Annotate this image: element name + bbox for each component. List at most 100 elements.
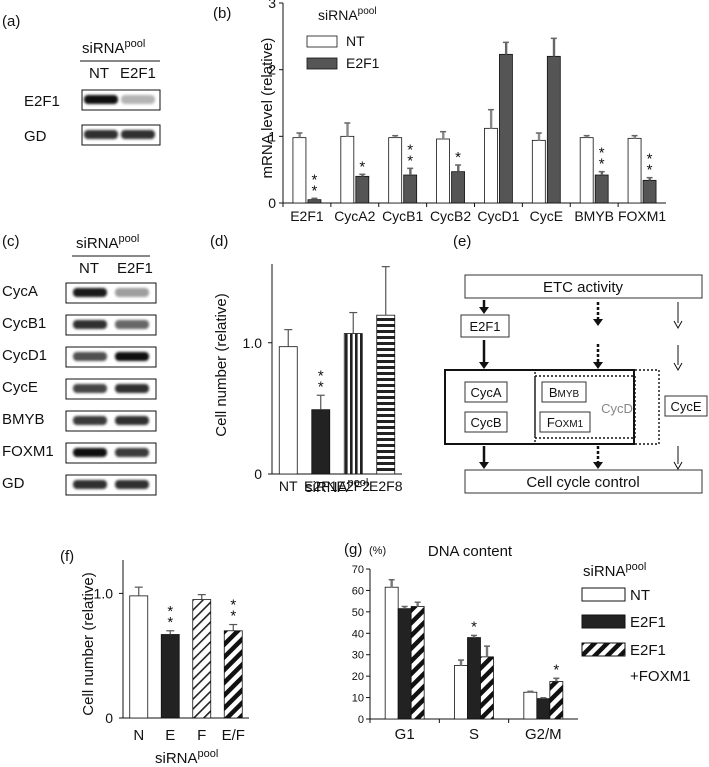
panel-g-chart: 0 10 20 30 40 50 60 70 G1 S * G2/M *	[352, 564, 578, 743]
panel-d-ytick-label-0: 0	[254, 466, 262, 482]
panel-b-errbar-0-6	[585, 135, 589, 138]
panel-c-band-0-0	[73, 288, 107, 297]
panel-b-xtick-label-6: BMYB	[574, 208, 614, 224]
panel-g-legend-label-e2f1: E2F1	[630, 614, 666, 631]
panel-c-band-5-1	[115, 448, 149, 457]
panel-b-errbar-1-6	[600, 171, 604, 175]
panel-d-xlabel: siRNApool	[305, 477, 368, 496]
panel-f-ytick-label-1: 1.0	[94, 585, 114, 601]
panel-d-bar-3	[376, 314, 396, 475]
panel-b-bar-0-3	[436, 138, 450, 204]
panel-g-errbar-2-0	[416, 602, 419, 607]
panel-g-bar-1-0	[397, 608, 412, 720]
panel-b-sig-1-0: *	[359, 158, 365, 175]
bmyb-box	[541, 381, 587, 403]
panel-f-xtick-label-2: F	[197, 727, 206, 744]
panel-g-errbar-0-0	[390, 579, 393, 588]
panel-b-errbar-0-7	[633, 135, 636, 139]
cyca-box	[464, 381, 508, 403]
panel-b-sig-3-0: *	[455, 149, 461, 166]
arrow-targets-to-control-head	[479, 462, 489, 469]
panel-b-errbar-0-1	[346, 123, 349, 137]
panel-g-bar-0-0	[384, 586, 399, 720]
panel-b-legend-swatch-nt	[306, 35, 338, 48]
panel-e: (e) ETC activity E2F1 CycA CycB BMYB FOX…	[444, 233, 708, 494]
panel-b-errbar-0-0	[298, 133, 301, 138]
panel-b-errbar-1-1	[361, 174, 364, 177]
bmyb-text: BMYB	[549, 385, 580, 400]
panel-f-ytick-label-0: 0	[105, 710, 113, 726]
cycb-box	[464, 411, 508, 433]
panel-c-band-4-0	[73, 416, 107, 425]
panel-a-band-0-0	[84, 95, 118, 104]
panel-c-label: (c)	[2, 233, 20, 250]
panel-g-errbar-2-2	[555, 678, 558, 682]
panel-g-legend-label-e2f1-foxm1-line2: +FOXM1	[630, 668, 690, 685]
panel-g-bar-2-1	[480, 656, 494, 720]
arrow-cycd-to-control-head	[593, 462, 603, 469]
cell-cycle-control-box	[464, 469, 703, 494]
foxm1-box	[539, 411, 591, 433]
panel-b-ytick-label-2: 2	[268, 62, 276, 78]
panel-b-bar-0-6	[579, 137, 594, 204]
panel-g-bar-2-0	[410, 606, 425, 720]
panel-c-blot: CycA CycB1 CycD1 CycE BMYB FOXM1 GD	[2, 282, 157, 496]
panel-b-sig-7-0: *	[647, 151, 653, 168]
panel-g-ytick-label-6: 60	[352, 585, 364, 597]
arrow-etc-to-cycd-head	[593, 319, 603, 326]
panel-b-bar-1-7	[642, 179, 657, 204]
panel-c-header: siRNApool	[76, 233, 139, 252]
panel-g-legend-title: siRNApool	[583, 561, 646, 580]
panel-a-header: siRNApool	[82, 38, 145, 57]
panel-a-band-1-0	[84, 130, 118, 139]
panel-b-bar-1-6	[594, 174, 609, 204]
panel-b-errbar-1-5	[552, 38, 556, 57]
panel-b-xtick-label-5: CycE	[530, 208, 563, 224]
panel-b-errbar-0-5	[537, 133, 541, 141]
panel-g-legend-label-e2f1-foxm1: E2F1	[630, 642, 666, 659]
panel-b-errbar-0-2	[394, 135, 397, 138]
panel-b-xtick-label-0: E2F1	[290, 208, 324, 224]
panel-g-errbar-0-1	[459, 660, 463, 666]
panel-c-band-0-1	[115, 288, 149, 297]
panel-g-xtick-label-0: G1	[395, 726, 415, 743]
panel-b-bar-1-5	[546, 55, 561, 204]
panel-c-row-label-4: BMYB	[2, 411, 45, 428]
panel-g-ytick-label-7: 70	[352, 564, 364, 576]
panel-c-row-label-3: CycE	[2, 379, 38, 396]
panel-b-bar-1-1	[355, 175, 370, 204]
panel-c-row-label-2: CycD1	[2, 347, 47, 364]
panel-b-ytick-label-1: 1	[268, 128, 276, 144]
panel-d-xtick-label-1: E2F1	[304, 478, 338, 494]
panel-e-arrows	[479, 300, 683, 471]
panel-b-errbar-1-4	[504, 42, 508, 55]
panel-g-errbar-2-1	[485, 646, 489, 657]
panel-f-sig-1-1: *	[167, 614, 173, 631]
panel-g-bar-0-1	[454, 665, 468, 720]
panel-b-bar-0-1	[340, 135, 355, 204]
arrow-cyce-to-control-head	[673, 461, 683, 471]
panel-f-xtick-label-1: E	[165, 727, 175, 744]
panel-b-sig-6-1: *	[599, 156, 605, 173]
panel-b-xtick-label-7: FOXM1	[618, 208, 666, 224]
panel-c-lane-e2f1: E2F1	[117, 260, 153, 277]
panel-c-row-label-5: FOXM1	[2, 443, 54, 460]
panel-g-label: (g)	[344, 541, 362, 558]
panel-c-row-label-6: GD	[2, 475, 25, 492]
panel-a-lane-e2f1: E2F1	[120, 65, 156, 82]
panel-f-ylabel: Cell number (relative)	[80, 572, 97, 715]
panel-b-xtick-label-4: CycD1	[477, 208, 519, 224]
panel-b-ytick-label-0: 0	[268, 195, 276, 211]
panel-a-blot	[81, 89, 161, 146]
panel-b-ytick-label-3: 3	[268, 0, 276, 11]
panel-c-band-2-0	[73, 352, 107, 361]
cell-cycle-control-text: Cell cycle control	[526, 474, 639, 491]
panel-c-row-label-0: CycA	[2, 283, 38, 300]
foxm1-text: FOXM1	[547, 415, 584, 430]
arrow-cycd-mid-head	[593, 362, 603, 369]
panel-d: (d) Cell number (relative) siRNApool 0 1.…	[210, 233, 403, 496]
panel-a-row-label-gd: GD	[24, 128, 47, 145]
panel-b-bar-1-3	[451, 171, 465, 204]
panel-b-bar-0-4	[484, 127, 498, 204]
